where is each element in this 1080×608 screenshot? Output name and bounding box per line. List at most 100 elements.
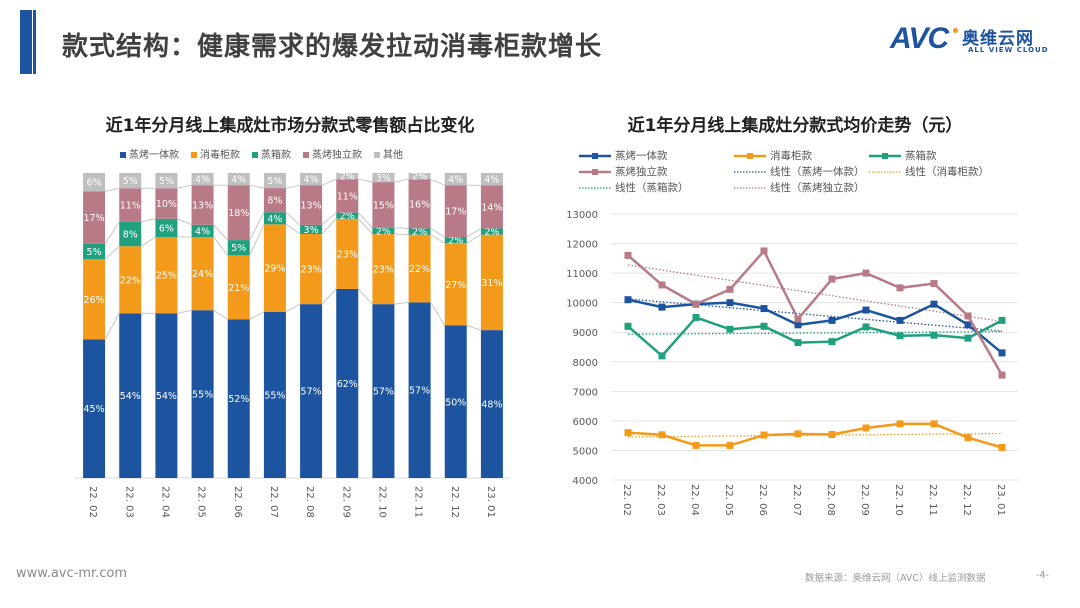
bar-segment — [444, 185, 467, 238]
data-label: 2% — [412, 172, 427, 183]
bar-segment — [227, 173, 250, 186]
data-point-marker — [726, 325, 734, 333]
data-point-marker — [896, 332, 904, 340]
x-tick-label: 22. 04 — [689, 484, 700, 516]
series-connector-line — [285, 223, 301, 235]
series-line — [627, 298, 1003, 354]
legend-item: 线性（消毒柜款） — [868, 164, 989, 179]
x-tick-label: 22. 08 — [825, 484, 836, 516]
logo-chinese-name: 奥维云网 — [962, 29, 1034, 49]
data-label: 31% — [481, 278, 502, 289]
x-tick-label: 22. 10 — [893, 484, 904, 516]
data-label: 52% — [228, 394, 249, 405]
bar-segment — [372, 173, 395, 183]
bar-segment — [480, 185, 503, 229]
series-line — [627, 316, 1003, 358]
legend-swatch — [374, 152, 380, 158]
data-point-marker — [930, 331, 938, 339]
data-label: 55% — [192, 390, 213, 401]
bar-segment — [300, 224, 323, 234]
series-connector-line — [285, 211, 301, 226]
legend-label: 线性（蒸烤独立款） — [770, 182, 865, 194]
data-point-marker — [828, 275, 836, 283]
legend-item: 线性（蒸箱款） — [578, 180, 689, 195]
website-url[interactable]: www.avc-mr.com — [16, 566, 128, 581]
data-point-marker — [828, 430, 836, 438]
bar-segment — [191, 310, 214, 478]
x-tick-label: 22. 07 — [268, 486, 279, 518]
series-connector-line — [394, 233, 409, 236]
data-point-marker — [624, 251, 632, 259]
bar-segment — [336, 179, 359, 213]
bar-segment — [444, 243, 467, 326]
series-connector-line — [213, 236, 229, 256]
x-tick-label: 22. 10 — [376, 486, 387, 518]
x-tick-label: 22. 04 — [159, 486, 170, 518]
bar-segment — [83, 173, 106, 192]
series-connector-line — [321, 178, 337, 186]
legend-label: 线性（蒸烤一体款） — [770, 166, 865, 178]
title-accent-bar-thin — [33, 10, 36, 74]
data-label: 54% — [156, 391, 177, 402]
legend-label: 蒸烤一体款 — [129, 150, 179, 161]
bar-segment — [191, 237, 214, 311]
data-point-marker — [760, 305, 768, 313]
trendline — [627, 331, 1003, 335]
x-tick-label: 22. 08 — [304, 486, 315, 518]
legend-label: 消毒柜款 — [200, 150, 240, 161]
data-point-marker — [760, 247, 768, 255]
legend-label: 其他 — [383, 150, 403, 161]
line-marker-icon — [579, 169, 611, 175]
data-point-marker — [862, 424, 870, 432]
bar-segment — [480, 234, 503, 331]
legend-swatch — [120, 152, 126, 158]
series-connector-line — [249, 212, 265, 241]
x-tick-label: 22. 02 — [87, 486, 98, 518]
data-label: 22% — [120, 275, 141, 286]
data-label: 24% — [192, 269, 213, 280]
data-point-marker — [964, 312, 972, 320]
data-point-marker — [726, 299, 734, 307]
data-label: 57% — [373, 387, 394, 398]
data-label: 57% — [301, 387, 322, 398]
x-tick-label: 22. 05 — [196, 486, 207, 518]
bar-segment — [480, 173, 503, 186]
bar-segment — [155, 313, 178, 478]
data-label: 2% — [376, 226, 391, 237]
x-tick-label: 22. 06 — [232, 486, 243, 518]
legend-label: 蒸箱款 — [905, 150, 937, 162]
data-point-marker — [862, 323, 870, 331]
bar-segment — [444, 325, 467, 478]
series-connector-line — [394, 178, 409, 183]
data-source-note: 数据来源：奥维云网（AVC）线上监测数据 — [805, 573, 986, 584]
series-connector-line — [466, 325, 482, 331]
legend-item: 蒸箱款 — [868, 148, 937, 163]
data-point-marker — [896, 316, 904, 324]
legend-item: 消毒柜款 — [191, 146, 240, 161]
data-point-marker — [658, 303, 666, 311]
bar-segment — [480, 228, 503, 235]
legend-label: 线性（蒸箱款） — [615, 182, 689, 194]
data-point-marker — [930, 279, 938, 287]
data-label: 29% — [264, 264, 285, 275]
data-label: 26% — [84, 295, 105, 306]
trendline — [627, 298, 1003, 332]
bar-segment — [372, 182, 395, 228]
x-tick-label: 23. 01 — [995, 484, 1006, 516]
legend-item: 蒸烤独立款 — [303, 146, 362, 161]
data-point-marker — [964, 334, 972, 342]
series-connector-line — [430, 228, 446, 238]
series-connector-line — [430, 234, 446, 244]
legend-item: 蒸烤独立款 — [578, 164, 668, 179]
series-connector-line — [249, 311, 265, 320]
data-point-marker — [862, 269, 870, 277]
data-point-marker — [624, 429, 632, 437]
data-label: 48% — [481, 400, 502, 411]
legend-item: 线性（蒸烤独立款） — [733, 180, 865, 195]
x-tick-label: 22. 11 — [413, 486, 424, 518]
data-label: 11% — [120, 201, 141, 212]
data-point-marker — [998, 443, 1006, 451]
bar-segment — [191, 224, 214, 238]
dotted-line-icon — [734, 171, 766, 173]
bar-segment — [119, 221, 142, 247]
